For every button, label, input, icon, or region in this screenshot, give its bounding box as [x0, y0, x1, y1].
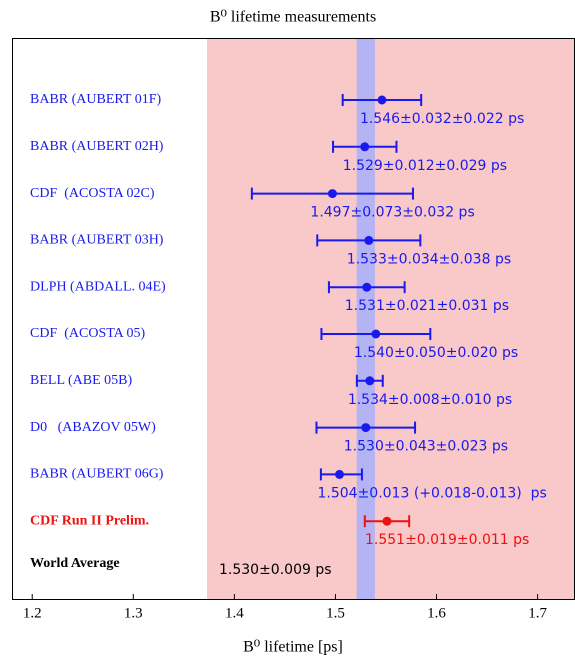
- point: [362, 282, 372, 292]
- x-tick-label: 1.5: [326, 605, 345, 621]
- point: [327, 189, 337, 199]
- category-label: CDF Run II Prelim.: [30, 513, 149, 528]
- x-tick-label: 1.4: [225, 605, 244, 621]
- average-band: [356, 38, 375, 600]
- plot-background: [207, 38, 575, 600]
- category-label: CDF (ACOSTA 05): [30, 326, 146, 341]
- x-axis-title: B⁰ lifetime [ps]: [243, 639, 343, 656]
- value-label: 1.533±0.034±0.038 ps: [347, 251, 511, 267]
- category-label: BABR (AUBERT 03H): [30, 233, 164, 248]
- category-label: BABR (AUBERT 01F): [30, 92, 161, 107]
- category-label: BELL (ABE 05B): [30, 373, 132, 388]
- value-label: 1.504±0.013 (+0.018-0.013) ps: [317, 485, 546, 501]
- chart-title: B⁰ lifetime measurements: [210, 9, 376, 26]
- value-label: 1.530±0.043±0.023 ps: [344, 439, 508, 455]
- point: [382, 516, 392, 526]
- category-label: CDF (ACOSTA 02C): [30, 186, 155, 201]
- point: [334, 469, 344, 479]
- point: [377, 95, 387, 105]
- point: [371, 329, 381, 339]
- value-label: 1.529±0.012±0.029 ps: [343, 158, 507, 174]
- value-label: 1.531±0.021±0.031 ps: [345, 298, 509, 314]
- x-tick-label: 1.6: [427, 605, 446, 621]
- point: [365, 376, 375, 386]
- point: [364, 235, 374, 245]
- point: [361, 423, 371, 433]
- x-tick-label: 1.2: [23, 605, 42, 621]
- category-label: DLPH (ABDALL. 04E): [30, 279, 166, 294]
- category-label: D0 (ABAZOV 05W): [30, 420, 156, 435]
- x-tick-label: 1.3: [124, 605, 143, 621]
- average-value-label: 1.530±0.009 ps: [219, 562, 332, 578]
- value-label: 1.497±0.073±0.032 ps: [310, 205, 474, 221]
- value-label: 1.534±0.008±0.010 ps: [348, 392, 512, 408]
- value-label: 1.551±0.019±0.011 ps: [365, 532, 529, 548]
- x-tick-label: 1.7: [528, 605, 547, 621]
- value-label: 1.540±0.050±0.020 ps: [354, 345, 518, 361]
- category-label: BABR (AUBERT 06G): [30, 467, 164, 482]
- value-label: 1.546±0.032±0.022 ps: [360, 111, 524, 127]
- average-label: World Average: [30, 556, 120, 571]
- category-label: BABR (AUBERT 02H): [30, 139, 164, 154]
- point: [360, 142, 370, 152]
